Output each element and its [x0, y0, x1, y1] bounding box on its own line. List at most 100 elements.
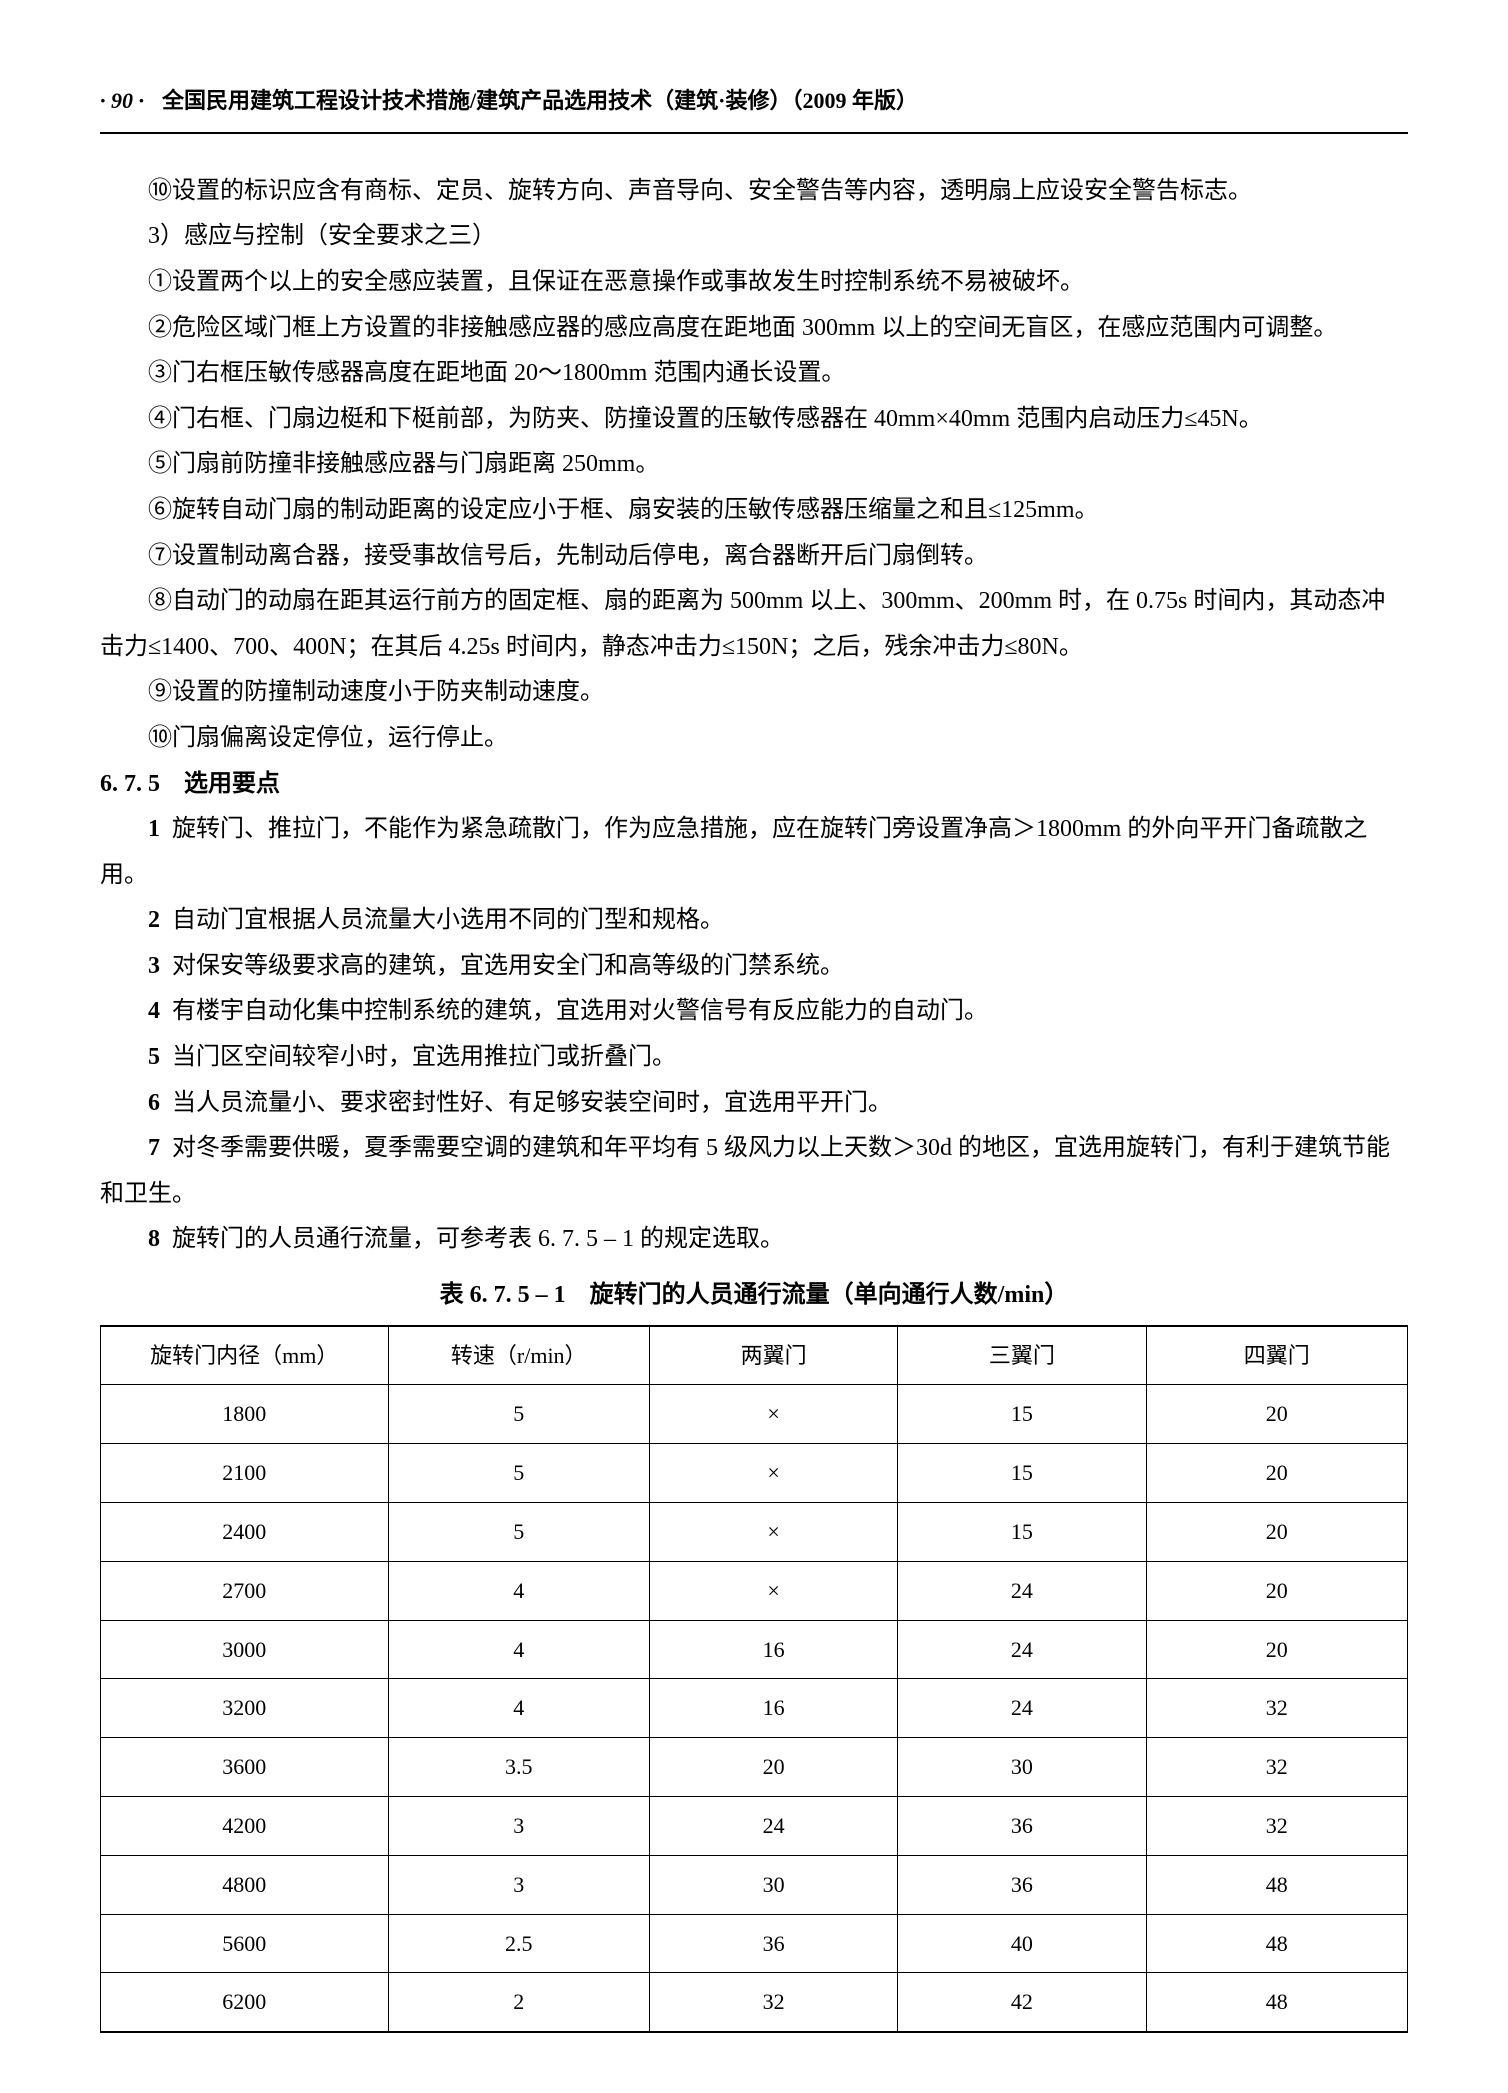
- table-header-cell: 旋转门内径（mm）: [101, 1326, 389, 1385]
- table-cell: 20: [1146, 1503, 1407, 1562]
- table-row: 36003.5203032: [101, 1738, 1408, 1797]
- table-row: 24005×1520: [101, 1503, 1408, 1562]
- table-cell: 20: [1146, 1444, 1407, 1503]
- table-cell: 40: [898, 1914, 1146, 1973]
- table-cell: 3: [388, 1797, 649, 1856]
- para-c1: ①设置两个以上的安全感应装置，且保证在恶意操作或事故发生时控制系统不易被破坏。: [100, 260, 1408, 306]
- table-cell: 42: [898, 1973, 1146, 2032]
- para-c3: ③门右框压敏传感器高度在距地面 20～1800mm 范围内通长设置。: [100, 351, 1408, 397]
- table-cell: 3200: [101, 1679, 389, 1738]
- section-6-7-5-heading: 6. 7. 5 选用要点: [100, 762, 1408, 808]
- table-row: 56002.5364048: [101, 1914, 1408, 1973]
- table-cell: 2: [388, 1973, 649, 2032]
- table-cell: ×: [649, 1444, 897, 1503]
- table-cell: 32: [1146, 1679, 1407, 1738]
- table-cell: 15: [898, 1385, 1146, 1444]
- para-c5: ⑤门扇前防撞非接触感应器与门扇距离 250mm。: [100, 442, 1408, 488]
- item-num: 5: [148, 1044, 160, 1070]
- item-text: 当门区空间较窄小时，宜选用推拉门或折叠门。: [172, 1044, 676, 1070]
- table-cell: 20: [1146, 1385, 1407, 1444]
- table-cell: 24: [898, 1679, 1146, 1738]
- table-cell: 5600: [101, 1914, 389, 1973]
- table-row: 18005×1520: [101, 1385, 1408, 1444]
- table-cell: 30: [649, 1855, 897, 1914]
- item-num: 7: [148, 1135, 160, 1161]
- table-cell: 5: [388, 1503, 649, 1562]
- item-text: 自动门宜根据人员流量大小选用不同的门型和规格。: [172, 907, 724, 933]
- table-body: 18005×152021005×152024005×152027004×2420…: [101, 1385, 1408, 2032]
- item-text: 对冬季需要供暖，夏季需要空调的建筑和年平均有 5 级风力以上天数＞30d 的地区…: [100, 1135, 1390, 1207]
- table-cell: 5: [388, 1385, 649, 1444]
- table-header-cell: 两翼门: [649, 1326, 897, 1385]
- item-2: 2 自动门宜根据人员流量大小选用不同的门型和规格。: [100, 898, 1408, 944]
- para-c7: ⑦设置制动离合器，接受事故信号后，先制动后停电，离合器断开后门扇倒转。: [100, 534, 1408, 580]
- para-3-heading: 3）感应与控制（安全要求之三）: [100, 214, 1408, 260]
- table-row: 62002324248: [101, 1973, 1408, 2032]
- para-10: ⑩设置的标识应含有商标、定员、旋转方向、声音导向、安全警告等内容，透明扇上应设安…: [100, 169, 1408, 215]
- table-cell: 15: [898, 1503, 1146, 1562]
- body-text: ⑩设置的标识应含有商标、定员、旋转方向、声音导向、安全警告等内容，透明扇上应设安…: [100, 169, 1408, 1263]
- para-c2: ②危险区域门框上方设置的非接触感应器的感应高度在距地面 300mm 以上的空间无…: [100, 306, 1408, 352]
- table-cell: 3: [388, 1855, 649, 1914]
- item-4: 4 有楼宇自动化集中控制系统的建筑，宜选用对火警信号有反应能力的自动门。: [100, 989, 1408, 1035]
- item-text: 旋转门、推拉门，不能作为紧急疏散门，作为应急措施，应在旋转门旁设置净高＞1800…: [100, 816, 1367, 888]
- table-cell: 3000: [101, 1620, 389, 1679]
- table-cell: 2100: [101, 1444, 389, 1503]
- table-cell: 2700: [101, 1561, 389, 1620]
- para-c10: ⑩门扇偏离设定停位，运行停止。: [100, 716, 1408, 762]
- table-cell: ×: [649, 1561, 897, 1620]
- table-cell: 48: [1146, 1914, 1407, 1973]
- table-cell: 20: [649, 1738, 897, 1797]
- item-7: 7对冬季需要供暖，夏季需要空调的建筑和年平均有 5 级风力以上天数＞30d 的地…: [100, 1126, 1408, 1217]
- table-cell: ×: [649, 1503, 897, 1562]
- table-cell: 3.5: [388, 1738, 649, 1797]
- table-head: 旋转门内径（mm）转速（r/min）两翼门三翼门四翼门: [101, 1326, 1408, 1385]
- header-title: 全国民用建筑工程设计技术措施/建筑产品选用技术（建筑·装修）（2009 年版）: [162, 80, 918, 122]
- table-row: 27004×2420: [101, 1561, 1408, 1620]
- table-cell: 3600: [101, 1738, 389, 1797]
- para-c9: ⑨设置的防撞制动速度小于防夹制动速度。: [100, 670, 1408, 716]
- table-cell: 24: [898, 1561, 1146, 1620]
- item-3: 3 对保安等级要求高的建筑，宜选用安全门和高等级的门禁系统。: [100, 944, 1408, 990]
- item-1: 1旋转门、推拉门，不能作为紧急疏散门，作为应急措施，应在旋转门旁设置净高＞180…: [100, 807, 1408, 898]
- item-text: 旋转门的人员通行流量，可参考表 6. 7. 5 – 1 的规定选取。: [172, 1226, 784, 1252]
- table-cell: 4200: [101, 1797, 389, 1856]
- page-header: · 90 · 全国民用建筑工程设计技术措施/建筑产品选用技术（建筑·装修）（20…: [100, 80, 1408, 134]
- table-cell: 4: [388, 1620, 649, 1679]
- item-text: 对保安等级要求高的建筑，宜选用安全门和高等级的门禁系统。: [172, 953, 844, 979]
- table-cell: 20: [1146, 1620, 1407, 1679]
- table-cell: 48: [1146, 1855, 1407, 1914]
- item-num: 4: [148, 998, 160, 1024]
- table-cell: 24: [649, 1797, 897, 1856]
- table-cell: 32: [1146, 1738, 1407, 1797]
- table-cell: 20: [1146, 1561, 1407, 1620]
- item-num: 2: [148, 907, 160, 933]
- item-5: 5 当门区空间较窄小时，宜选用推拉门或折叠门。: [100, 1035, 1408, 1081]
- table-cell: 2.5: [388, 1914, 649, 1973]
- table-cell: 36: [898, 1855, 1146, 1914]
- table-header-cell: 三翼门: [898, 1326, 1146, 1385]
- table-row: 48003303648: [101, 1855, 1408, 1914]
- table-cell: 4: [388, 1561, 649, 1620]
- item-num: 3: [148, 953, 160, 979]
- table-cell: 16: [649, 1620, 897, 1679]
- item-num: 8: [148, 1226, 160, 1252]
- table-cell: 2400: [101, 1503, 389, 1562]
- traffic-flow-table: 旋转门内径（mm）转速（r/min）两翼门三翼门四翼门 18005×152021…: [100, 1325, 1408, 2034]
- item-text: 有楼宇自动化集中控制系统的建筑，宜选用对火警信号有反应能力的自动门。: [172, 998, 988, 1024]
- table-cell: 48: [1146, 1973, 1407, 2032]
- table-row: 30004162420: [101, 1620, 1408, 1679]
- table-cell: ×: [649, 1385, 897, 1444]
- table-caption: 表 6. 7. 5 – 1 旋转门的人员通行流量（单向通行人数/min）: [100, 1273, 1408, 1319]
- table-cell: 4800: [101, 1855, 389, 1914]
- item-6: 6当人员流量小、要求密封性好、有足够安装空间时，宜选用平开门。: [100, 1081, 1408, 1127]
- table-cell: 15: [898, 1444, 1146, 1503]
- table-cell: 36: [898, 1797, 1146, 1856]
- table-cell: 32: [649, 1973, 897, 2032]
- table-row: 42003243632: [101, 1797, 1408, 1856]
- para-c8: ⑧自动门的动扇在距其运行前方的固定框、扇的距离为 500mm 以上、300mm、…: [100, 579, 1408, 670]
- table-row: 21005×1520: [101, 1444, 1408, 1503]
- table-cell: 4: [388, 1679, 649, 1738]
- table-cell: 5: [388, 1444, 649, 1503]
- table-cell: 16: [649, 1679, 897, 1738]
